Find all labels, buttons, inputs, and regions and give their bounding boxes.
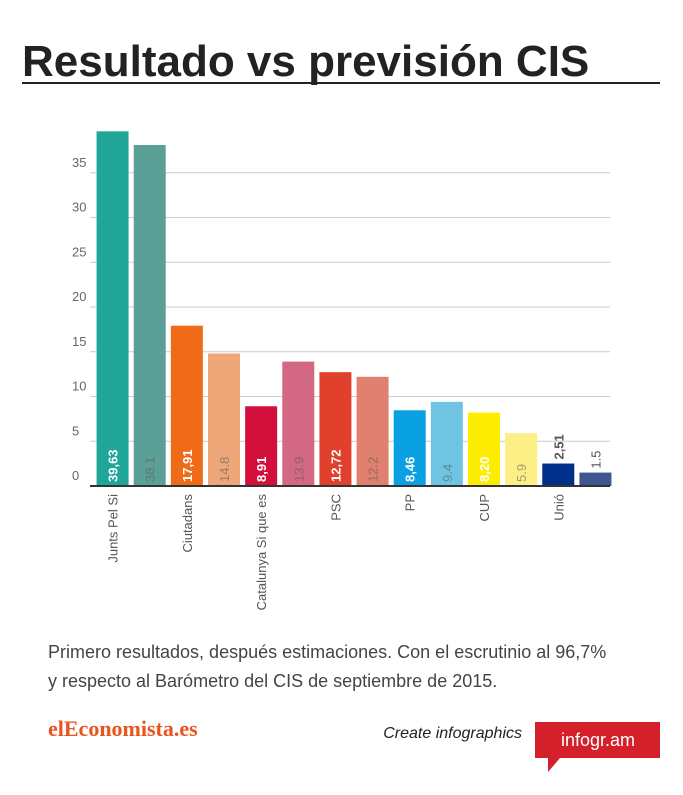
bar — [542, 463, 575, 486]
bar — [133, 145, 166, 486]
bar — [319, 372, 352, 486]
y-tick-label: 30 — [72, 200, 86, 215]
y-tick-label: 20 — [72, 289, 86, 304]
x-tick-label: CUP — [477, 494, 492, 521]
bar — [96, 131, 129, 486]
y-tick-label: 5 — [72, 423, 79, 438]
value-label: 39,63 — [106, 449, 121, 482]
value-label: 1.5 — [588, 450, 603, 468]
cta: Create infographics — [383, 725, 522, 742]
value-label: 8,20 — [477, 457, 492, 482]
x-tick-label: PP — [403, 494, 418, 511]
x-tick-label: Catalunya Si que es — [254, 494, 269, 611]
bar — [170, 325, 203, 486]
value-label: 12.2 — [366, 457, 381, 482]
x-tick-label: Ciutadans — [180, 494, 195, 553]
logo: elEconomista.es — [48, 716, 198, 741]
value-label: 9.4 — [440, 464, 455, 482]
value-label: 14.8 — [217, 457, 232, 482]
value-label: 17,91 — [180, 449, 195, 482]
bar — [356, 376, 389, 486]
value-label: 2,51 — [551, 434, 566, 459]
value-label: 5.9 — [514, 464, 529, 482]
brand: infogr.am — [561, 730, 635, 750]
bar — [208, 353, 240, 486]
bar — [393, 410, 426, 486]
x-tick-label: Junts Pel Si — [106, 494, 121, 563]
y-tick-label: 25 — [72, 244, 86, 259]
value-label: 8,46 — [403, 457, 418, 482]
bar — [245, 406, 278, 486]
y-tick-label: 0 — [72, 468, 79, 483]
y-tick-label: 10 — [72, 379, 86, 394]
value-label: 38.1 — [143, 457, 158, 482]
value-label: 8,91 — [254, 457, 269, 482]
brand-badge — [535, 722, 660, 772]
bar — [505, 433, 538, 486]
value-label: 12,72 — [328, 449, 343, 482]
bar — [282, 361, 315, 486]
bar — [579, 472, 612, 486]
bar — [468, 412, 500, 486]
y-tick-label: 35 — [72, 155, 86, 170]
bar — [430, 401, 463, 486]
chart-title: Resultado vs previsión CIS — [22, 37, 589, 86]
caption: Primero resultados, después estimaciones… — [48, 642, 607, 691]
y-tick-label: 15 — [72, 334, 86, 349]
x-tick-label: Unió — [551, 494, 566, 521]
value-label: 13.9 — [291, 457, 306, 482]
x-tick-label: PSC — [328, 494, 343, 521]
